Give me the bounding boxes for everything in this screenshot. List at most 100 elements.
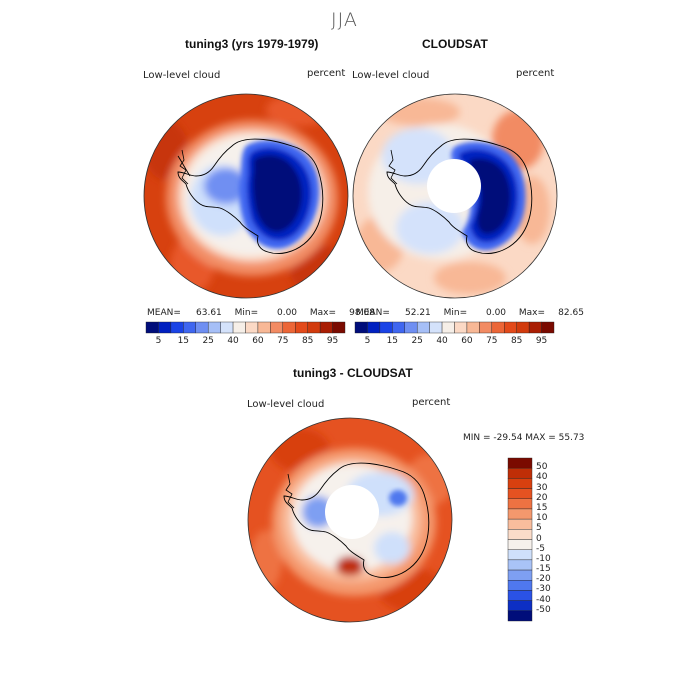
colorbar-3-swatch xyxy=(507,508,533,520)
colorbar-3-swatch xyxy=(507,590,533,601)
colorbar-2-swatch xyxy=(479,321,493,334)
colorbar-1-swatch xyxy=(257,321,271,334)
panel-1-max-label: Max= xyxy=(309,308,337,318)
colorbar-3-swatch xyxy=(507,457,533,469)
colorbar-1-swatch xyxy=(245,321,259,334)
colorbar-3-swatch xyxy=(507,518,533,530)
colorbar-3-swatch xyxy=(507,488,533,499)
colorbar-3-tick-label: 15 xyxy=(536,502,548,513)
colorbar-panel-2 xyxy=(354,321,555,334)
colorbar-3-swatch xyxy=(507,600,533,612)
panel-3-title: tuning3 - CLOUDSAT xyxy=(293,366,413,380)
colorbar-1-tick-label: 75 xyxy=(277,336,289,346)
colorbar-2-tick-label: 75 xyxy=(486,336,498,346)
panel-1-max: 98.08 xyxy=(349,308,375,318)
colorbar-1-swatch xyxy=(220,321,234,334)
colorbar-2-tick-label: 95 xyxy=(535,336,548,346)
colorbar-3-tick-label: -5 xyxy=(536,543,545,554)
map-3-border xyxy=(247,417,453,623)
map-1-border xyxy=(143,93,349,299)
colorbar-3-tick-label: 0 xyxy=(536,533,542,544)
panel-1-mean-label: MEAN= xyxy=(147,308,181,318)
panel-2-max: 82.65 xyxy=(558,308,584,318)
panel-2-stats: MEAN= 52.21 Min= 0.00 Max= 82.65 xyxy=(356,308,584,318)
colorbar-1-swatch xyxy=(195,321,209,334)
colorbar-2-tick-label: 60 xyxy=(461,336,473,346)
colorbar-2-swatch xyxy=(379,321,393,334)
colorbar-2-tick-label: 85 xyxy=(510,336,523,346)
map-1-coastline xyxy=(177,138,324,255)
colorbar-2-swatch xyxy=(491,321,505,334)
colorbar-1-swatch xyxy=(232,321,246,334)
colorbar-2-swatch xyxy=(541,321,555,334)
colorbar-3-tick-label: 20 xyxy=(536,492,548,503)
colorbar-1-tick-label: 15 xyxy=(177,336,190,346)
colorbar-1-swatch xyxy=(282,321,296,334)
colorbar-2-swatch xyxy=(454,321,468,334)
panel-2-min: 0.00 xyxy=(485,308,507,318)
panel-3-units: percent xyxy=(412,397,451,408)
panel-3-stats: MIN = -29.54 MAX = 55.73 xyxy=(463,433,585,443)
colorbar-3-swatch xyxy=(507,478,533,489)
colorbar-3-tick-label: -50 xyxy=(536,604,551,615)
panel-3-variable: Low-level cloud xyxy=(247,399,325,410)
colorbar-3-tick-label: -40 xyxy=(536,594,551,605)
colorbar-panel-1 xyxy=(145,321,346,334)
colorbar-3-swatch xyxy=(507,549,533,561)
colorbar-1-tick-label: 25 xyxy=(202,336,214,346)
colorbar-3-swatch xyxy=(507,498,533,510)
panel-1-min: 0.00 xyxy=(276,308,298,318)
colorbar-3-swatch xyxy=(507,610,533,622)
colorbar-2-swatch xyxy=(416,321,430,334)
colorbar-1-swatch xyxy=(170,321,184,334)
panel-1-units: percent xyxy=(307,68,346,79)
colorbar-1-tick-label: 5 xyxy=(155,336,162,346)
colorbar-2-tick-label: 40 xyxy=(436,336,448,346)
colorbar-1-tick-label: 95 xyxy=(326,336,339,346)
colorbar-1-swatch xyxy=(145,321,159,334)
colorbar-2-tick-label: 25 xyxy=(411,336,423,346)
map-2-coastline xyxy=(386,138,533,255)
colorbar-3-swatch xyxy=(507,529,533,540)
colorbar-3-swatch xyxy=(507,580,533,591)
colorbar-1-swatch xyxy=(183,321,196,334)
map-cloudsat xyxy=(352,93,558,299)
panel-1-variable: Low-level cloud xyxy=(143,70,221,81)
panel-2-variable: Low-level cloud xyxy=(352,70,430,81)
colorbar-2-swatch xyxy=(528,321,542,334)
panel-2-max-label: Max= xyxy=(518,308,546,318)
map-3-coastline xyxy=(283,462,430,579)
panel-1-stats: MEAN= 63.61 Min= 0.00 Max= 98.08 xyxy=(147,308,375,318)
panel-2-units: percent xyxy=(516,68,555,79)
colorbar-3-tick-label: 5 xyxy=(536,523,542,534)
map-2-data-gap xyxy=(427,159,481,213)
panel-1-title: tuning3 (yrs 1979-1979) xyxy=(185,37,319,51)
map-difference xyxy=(247,417,453,623)
colorbar-3-tick-label: -10 xyxy=(536,553,551,564)
colorbar-1-swatch xyxy=(332,321,346,334)
colorbar-1-tick-label: 40 xyxy=(227,336,239,346)
colorbar-3-swatch xyxy=(507,569,533,581)
colorbar-3-tick-label: -15 xyxy=(536,564,551,575)
map-2-border xyxy=(352,93,558,299)
colorbar-1-swatch xyxy=(319,321,333,334)
colorbar-1-swatch xyxy=(295,321,308,334)
colorbar-2-tick-label: 15 xyxy=(386,336,399,346)
colorbar-3-swatch xyxy=(507,539,533,550)
panel-2-title: CLOUDSAT xyxy=(422,37,488,51)
colorbar-2-tick-label: 5 xyxy=(364,336,371,346)
panel-2-mean-label: MEAN= xyxy=(356,308,390,318)
colorbar-1-swatch xyxy=(307,321,321,334)
colorbar-3-tick-label: -30 xyxy=(536,584,551,595)
colorbar-2-swatch xyxy=(392,321,405,334)
colorbar-2-swatch xyxy=(404,321,418,334)
colorbar-3-swatch xyxy=(507,559,533,571)
colorbar-2-swatch xyxy=(466,321,480,334)
colorbar-3-tick-label: 40 xyxy=(536,472,548,483)
panel-2-min-label: Min= xyxy=(443,308,468,318)
colorbar-2-swatch xyxy=(367,321,381,334)
map-3-data-gap xyxy=(325,485,379,539)
colorbar-3-tick-label: -20 xyxy=(536,574,551,585)
colorbar-3-tick-label: 10 xyxy=(536,513,548,524)
